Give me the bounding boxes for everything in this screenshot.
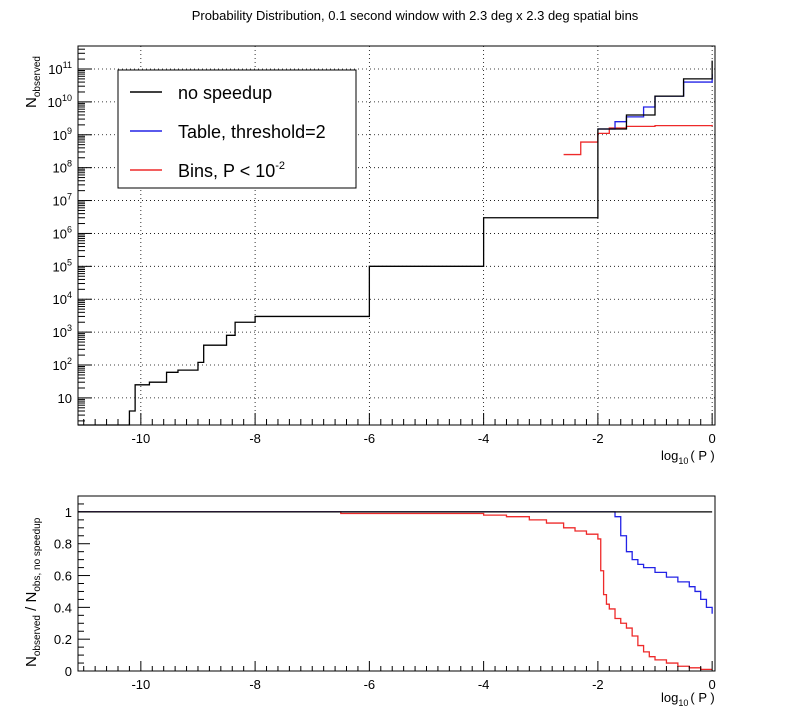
series-line-2 [563,124,713,156]
legend-label-table: Table, threshold=2 [178,122,326,142]
x-tick-label: 0 [709,431,716,446]
bottom-panel: 0 0.2 0.4 0.6 0.8 1 -10 -8 -6 -4 -2 0 log10( P ) N… [23,495,716,708]
top-panel: 10 102 103 104 105 106 107 108 109 1010 1011 -10 -8… [23,45,716,466]
bottom-series-group [78,511,713,671]
bottom-x-axis-label: log10( P ) [661,690,715,708]
x-tick-label: -4 [478,677,490,692]
bottom-tick-marks [78,495,713,672]
y-tick-label: 0.4 [54,600,72,615]
y-tick-label: 105 [53,257,72,274]
legend-box [117,69,357,189]
x-tick-label: -8 [249,677,261,692]
y-tick-label: 1 [65,505,72,520]
figure-title: Probability Distribution, 0.1 second win… [192,8,639,23]
x-tick-label: -6 [364,677,376,692]
top-plot-frame [77,45,716,426]
y-tick-label: 0 [65,664,72,679]
series-line-0 [78,60,713,426]
x-tick-label: -2 [592,677,604,692]
bottom-x-tick-labels: -10 -8 -6 -4 -2 0 [131,677,715,692]
y-tick-label: 10 [58,391,72,406]
legend-label-no-speedup: no speedup [178,83,272,103]
ratio-line-1 [78,511,713,614]
y-tick-label: 106 [53,224,72,241]
top-x-tick-labels: -10 -8 -6 -4 -2 0 [131,431,715,446]
top-y-tick-labels: 10 102 103 104 105 106 107 108 109 1010 1011 [48,60,72,406]
y-tick-label: 0.6 [54,569,72,584]
y-tick-label: 107 [53,192,72,209]
y-tick-label: 0.8 [54,537,72,552]
y-tick-label: 104 [53,290,72,307]
top-tick-marks [78,45,713,425]
x-tick-label: -4 [478,431,490,446]
y-tick-label: 109 [53,126,72,143]
x-tick-label: -2 [592,431,604,446]
ratio-line-2 [78,511,713,671]
legend-label-bins: Bins, P < 10-2 [178,160,285,181]
y-tick-label: 0.2 [54,632,72,647]
top-y-axis-label: Nobserved [23,56,43,108]
legend: no speedup Table, threshold=2 Bins, P < … [117,69,357,189]
bottom-y-axis-label: Nobserved / Nobs, no speedup [23,517,43,667]
x-tick-label: -8 [249,431,261,446]
x-tick-label: -6 [364,431,376,446]
x-tick-label: -10 [131,431,150,446]
y-tick-label: 1010 [48,93,72,110]
top-x-axis-label: log10( P ) [661,448,715,466]
x-tick-label: -10 [131,677,150,692]
bottom-plot-frame [77,495,716,672]
x-tick-label: 0 [709,677,716,692]
y-tick-label: 108 [53,159,72,176]
y-tick-label: 103 [53,323,72,340]
top-series-group [78,60,713,426]
y-tick-label: 1011 [48,60,72,77]
bottom-y-tick-labels: 0 0.2 0.4 0.6 0.8 1 [54,505,72,679]
y-tick-label: 102 [53,356,72,373]
